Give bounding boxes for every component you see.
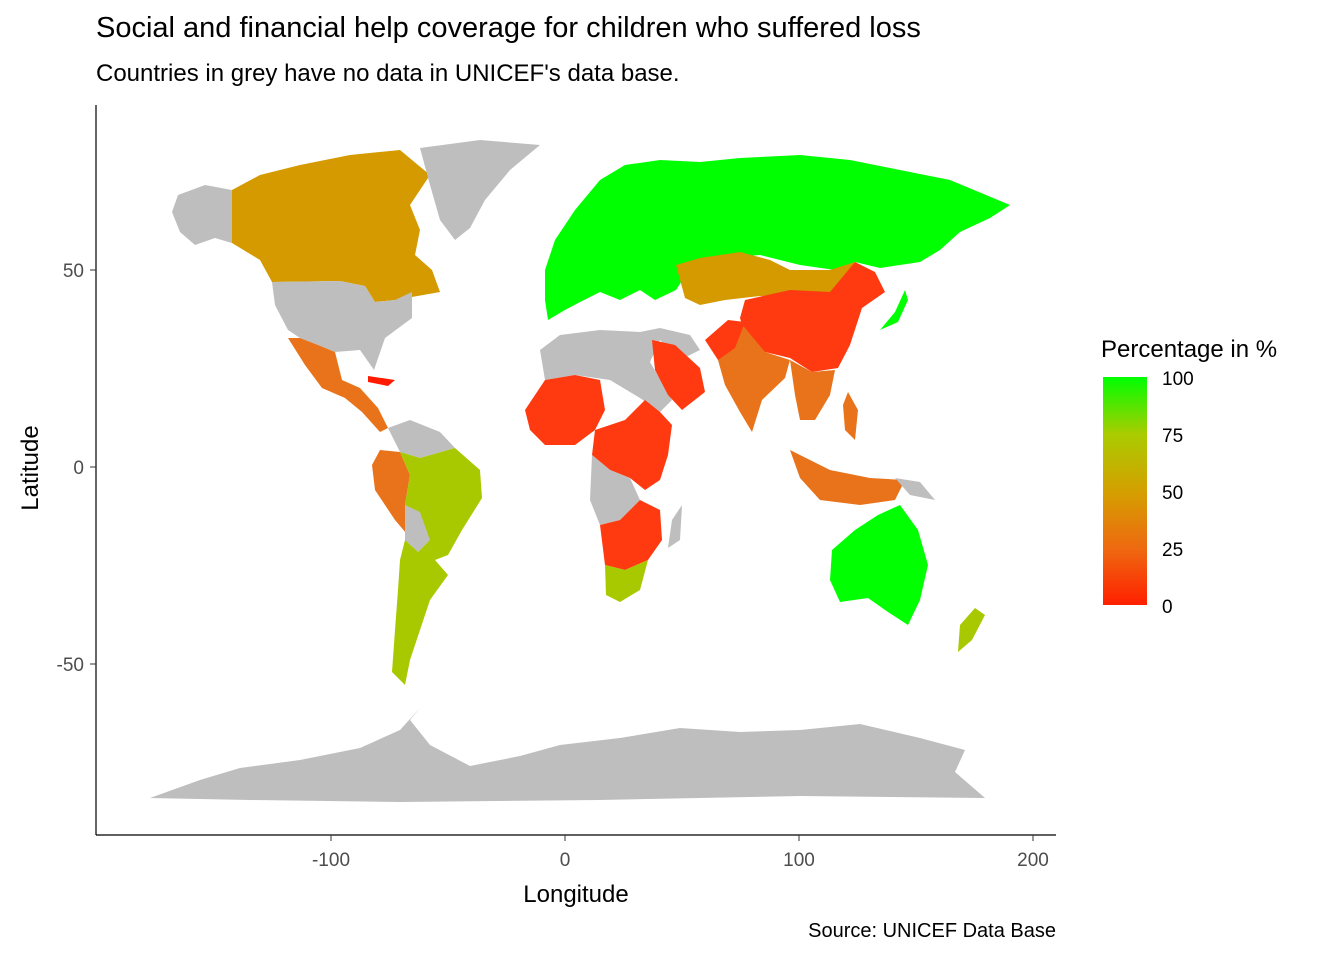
- region-pakistan: [705, 320, 745, 360]
- region-north-south-america: [388, 420, 455, 458]
- y-axis-ticks: 50 0 -50: [57, 261, 96, 676]
- legend-label-25: 25: [1162, 540, 1184, 561]
- region-argentina: [392, 540, 448, 685]
- region-brazil: [400, 448, 482, 560]
- x-tick-label: 100: [783, 850, 815, 871]
- region-png: [895, 478, 935, 500]
- region-caribbean: [368, 376, 395, 386]
- region-greenland: [420, 140, 540, 240]
- region-east-africa: [592, 400, 672, 490]
- region-southern-africa: [600, 500, 662, 570]
- region-usa: [272, 281, 412, 370]
- legend-color-bar: [1103, 377, 1147, 605]
- y-tick-label: 0: [73, 458, 84, 479]
- source-caption: Source: UNICEF Data Base: [808, 920, 1056, 942]
- legend-label-75: 75: [1162, 426, 1184, 447]
- legend-label-0: 0: [1162, 597, 1173, 618]
- region-new-zealand: [958, 608, 985, 652]
- x-axis-ticks: -100 0 100 200: [312, 835, 1049, 871]
- y-axis-title: Latitude: [17, 425, 44, 510]
- x-axis-title: Longitude: [523, 881, 628, 908]
- region-north-africa: [540, 328, 700, 412]
- x-tick-label: 0: [560, 850, 571, 871]
- region-south-africa: [605, 560, 648, 602]
- region-japan: [880, 290, 908, 330]
- x-tick-label: 200: [1017, 850, 1049, 871]
- region-antarctica: [150, 708, 985, 802]
- region-madagascar: [668, 505, 682, 548]
- region-china: [740, 262, 885, 372]
- chart-subtitle: Countries in grey have no data in UNICEF…: [96, 60, 680, 87]
- legend-label-50: 50: [1162, 483, 1184, 504]
- region-australia: [830, 505, 928, 625]
- region-mexico: [288, 338, 388, 432]
- y-tick-label: 50: [63, 261, 84, 282]
- region-philippines: [843, 392, 858, 440]
- region-indonesia: [790, 450, 905, 505]
- x-tick-label: -100: [312, 850, 350, 871]
- region-alaska: [172, 185, 232, 245]
- legend-title: Percentage in %: [1101, 336, 1278, 363]
- region-bolivia: [405, 505, 430, 552]
- region-central-africa: [590, 455, 640, 525]
- map-regions: [150, 140, 1010, 802]
- region-west-africa: [525, 375, 605, 445]
- chart-title: Social and financial help coverage for c…: [96, 12, 921, 44]
- region-arabia: [652, 340, 705, 410]
- region-canada: [232, 150, 440, 302]
- region-southeast-asia: [790, 360, 835, 420]
- region-russia-europe: [545, 155, 1010, 320]
- legend-label-100: 100: [1162, 369, 1194, 390]
- y-tick-label: -50: [57, 655, 84, 676]
